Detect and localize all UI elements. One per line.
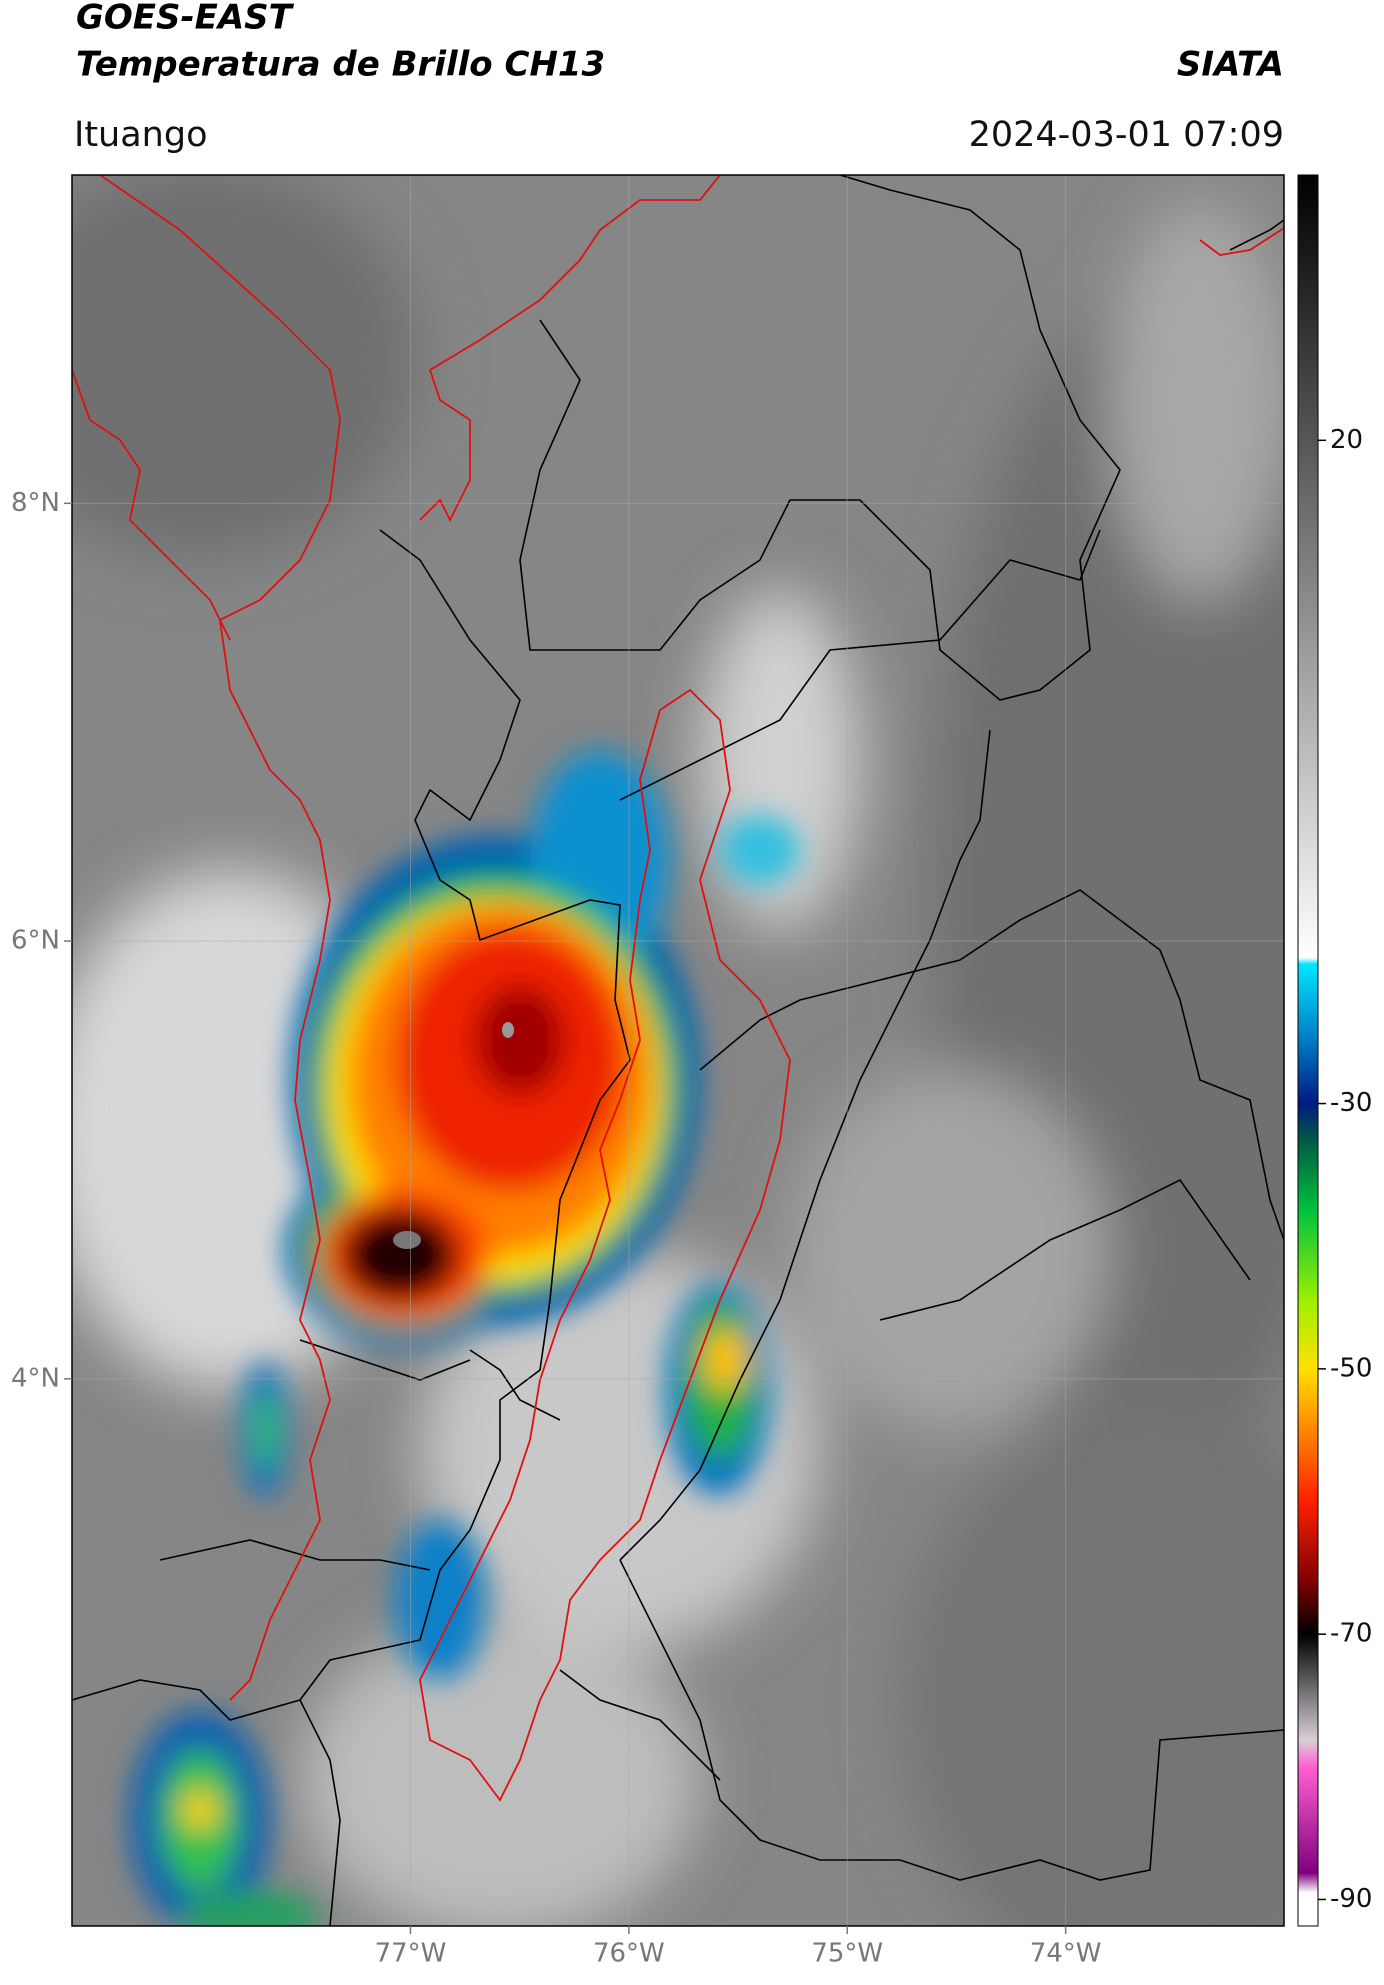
y-tick-label: 8°N <box>11 488 60 518</box>
colorbar-tick-label: -30 <box>1330 1088 1372 1118</box>
overshoot <box>502 1022 514 1038</box>
source: SIATA <box>1177 45 1284 85</box>
cloud-haze <box>72 175 1284 1926</box>
subtitle: Temperatura de Brillo CH13 <box>76 45 605 85</box>
y-tick-label: 4°N <box>11 1363 60 1393</box>
y-tick-label: 6°N <box>11 926 60 956</box>
x-tick-label: 76°W <box>593 1939 665 1969</box>
x-tick-label: 75°W <box>811 1939 883 1969</box>
map-image <box>72 175 1284 1926</box>
admin-borders <box>72 175 1284 1926</box>
title: GOES-EAST <box>76 0 295 38</box>
x-tick-label: 77°W <box>375 1939 447 1969</box>
colorbar-tick-label: 20 <box>1330 425 1363 455</box>
colorbar-axis: 20 -30 -50 -70 -90 <box>1318 425 1372 1914</box>
location: Ituango <box>74 115 208 155</box>
country-borders <box>72 175 1284 1802</box>
colorbar-tick-label: -50 <box>1330 1353 1372 1383</box>
map-frame <box>71 174 1285 1927</box>
colorbar-tick-label: -70 <box>1330 1619 1372 1649</box>
colorbar-tick-label: -90 <box>1330 1884 1372 1914</box>
storm-cells <box>130 750 800 1926</box>
axes: 77°W 76°W 75°W 74°W 8°N 6°N 4°N <box>11 488 1102 1969</box>
graticule <box>72 175 1284 1926</box>
x-tick-label: 74°W <box>1030 1939 1102 1969</box>
timestamp: 2024-03-01 07:09 <box>969 115 1284 155</box>
overshoot <box>393 1231 421 1249</box>
colorbar <box>1297 174 1319 1927</box>
